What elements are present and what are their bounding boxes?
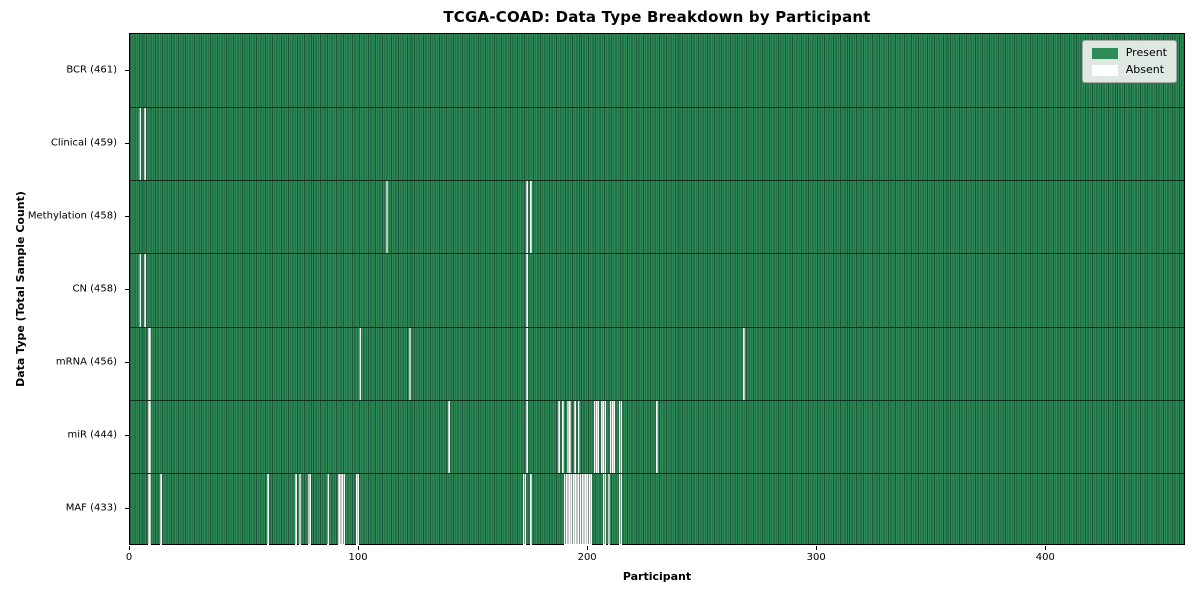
absent-cell — [148, 473, 151, 546]
y-tick-mark — [125, 362, 129, 364]
absent-cell — [143, 108, 146, 181]
heatmap-row — [130, 107, 1184, 181]
heatmap-rows — [130, 34, 1184, 546]
y-tick-mark — [125, 142, 129, 144]
absent-cell — [267, 473, 270, 546]
absent-cell — [568, 400, 572, 473]
absent-cell — [342, 473, 345, 546]
y-tick-label: MAF (433) — [65, 502, 117, 514]
absent-cell — [143, 254, 146, 327]
plot-area: Present Absent — [129, 33, 1185, 546]
y-tick-label: CN (458) — [72, 283, 117, 295]
absent-cell — [603, 400, 606, 473]
absent-cell — [159, 473, 162, 546]
absent-cell — [589, 473, 592, 546]
absent-cell — [386, 181, 389, 254]
x-tick-label: 200 — [577, 552, 597, 563]
heatmap-row — [130, 34, 1184, 107]
y-tick-label: Clinical (459) — [50, 137, 117, 149]
absent-cell — [523, 473, 526, 546]
y-tick-mark — [125, 435, 129, 437]
legend-entry-present: Present — [1091, 46, 1167, 59]
absent-cell — [525, 400, 528, 473]
absent-cell — [139, 108, 142, 181]
heatmap-row — [130, 253, 1184, 327]
absent-cell — [447, 400, 451, 473]
absent-cell — [299, 473, 302, 546]
absent-cell — [655, 400, 659, 473]
absent-cell — [612, 400, 615, 473]
absent-cell — [294, 473, 297, 546]
absent-cell — [557, 400, 560, 473]
y-tick-label: Methylation (458) — [27, 210, 117, 222]
absent-cell — [578, 400, 581, 473]
absent-cell — [326, 473, 329, 546]
absent-swatch — [1091, 64, 1118, 76]
x-tick-mark — [1045, 546, 1047, 550]
y-axis-label: Data Type (Total Sample Count) — [14, 191, 27, 387]
x-axis-label: Participant — [622, 570, 692, 583]
absent-cell — [596, 400, 599, 473]
x-tick-label: 0 — [125, 552, 133, 563]
absent-cell — [356, 473, 359, 546]
x-tick-label: 100 — [348, 552, 368, 563]
y-tick-mark — [125, 508, 129, 510]
absent-cell — [619, 400, 622, 473]
y-tick-label: mRNA (456) — [55, 356, 117, 368]
chart-title: TCGA-COAD: Data Type Breakdown by Partic… — [443, 8, 871, 26]
absent-cell — [742, 327, 746, 400]
y-tick-mark — [125, 289, 129, 290]
y-tick-mark — [125, 69, 129, 71]
y-tick-label: miR (444) — [67, 429, 117, 441]
absent-cell — [603, 473, 606, 546]
heatmap-row — [130, 399, 1184, 473]
absent-cell — [525, 254, 528, 327]
absent-cell — [148, 327, 151, 400]
legend-label: Present — [1125, 46, 1167, 59]
absent-cell — [573, 400, 576, 473]
y-tick-mark — [125, 215, 129, 217]
absent-cell — [607, 473, 611, 546]
x-tick-mark — [587, 546, 589, 550]
absent-cell — [308, 473, 311, 546]
present-swatch — [1091, 47, 1118, 59]
x-tick-mark — [816, 546, 818, 550]
absent-cell — [562, 400, 565, 473]
absent-cell — [530, 473, 533, 546]
x-tick-label: 300 — [806, 552, 826, 563]
absent-cell — [139, 254, 142, 327]
absent-cell — [408, 327, 412, 400]
heatmap-row — [130, 472, 1184, 546]
legend-label: Absent — [1125, 63, 1165, 76]
absent-cell — [619, 473, 622, 546]
heatmap-row — [130, 180, 1184, 254]
x-tick-mark — [129, 546, 130, 550]
legend: Present Absent — [1081, 40, 1177, 83]
y-tick-label: BCR (461) — [66, 64, 117, 76]
absent-cell — [358, 327, 361, 400]
x-tick-label: 400 — [1035, 552, 1055, 563]
x-tick-mark — [358, 546, 360, 550]
absent-cell — [148, 400, 151, 473]
absent-cell — [530, 181, 533, 254]
absent-cell — [525, 181, 528, 254]
heatmap-row — [130, 326, 1184, 400]
legend-entry-absent: Absent — [1091, 63, 1167, 76]
absent-cell — [525, 327, 528, 400]
